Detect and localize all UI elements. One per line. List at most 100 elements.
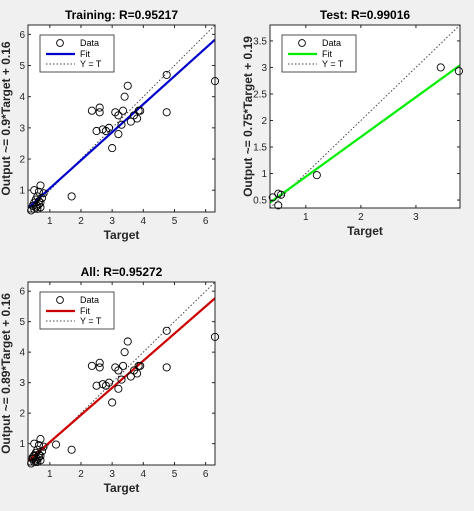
- data-point: [92, 126, 101, 136]
- data-point: [33, 192, 42, 201]
- x-tick-label: 4: [141, 216, 147, 227]
- data-point: [34, 187, 43, 196]
- x-tick-label: 6: [203, 216, 209, 227]
- data-point: [39, 442, 48, 451]
- data-point: [36, 198, 45, 207]
- data-point: [87, 361, 96, 370]
- y-axis-label: Output ~= 0.9*Target + 0.16: [0, 41, 13, 195]
- x-tick-label: 5: [172, 469, 178, 480]
- data-point: [111, 108, 120, 117]
- x-axis-label: Target: [104, 228, 140, 242]
- data-point: [67, 445, 76, 454]
- legend-label: Data: [80, 295, 99, 305]
- x-tick-label: 3: [413, 212, 419, 223]
- y-tick-label: 1: [261, 169, 267, 180]
- data-point: [36, 435, 45, 444]
- data-point: [117, 375, 126, 384]
- legend-label: Y = T: [322, 59, 344, 69]
- data-point: [274, 201, 283, 210]
- data-point: [129, 111, 139, 120]
- data-point: [162, 108, 171, 117]
- data-point: [133, 369, 142, 378]
- legend-label: Fit: [80, 306, 90, 316]
- legend-label: Data: [80, 38, 99, 48]
- y-axis-label: Output ~= 0.75*Target + 0.19: [241, 36, 255, 197]
- data-point: [30, 451, 39, 460]
- fit-line: [28, 297, 215, 462]
- data-point: [312, 171, 321, 180]
- data-point: [126, 117, 135, 126]
- data-point: [36, 181, 45, 190]
- y-tick-label: 1: [19, 186, 25, 197]
- data-point: [95, 363, 104, 372]
- y-tick-label: 2: [19, 155, 25, 166]
- x-tick-label: 1: [303, 212, 309, 223]
- x-axis-label: Target: [347, 224, 383, 238]
- x-tick-label: 3: [109, 469, 115, 480]
- data-point: [274, 189, 283, 198]
- data-point: [123, 337, 132, 346]
- data-point: [95, 108, 104, 117]
- y-tick-label: 4: [19, 92, 25, 103]
- identity-line: [28, 282, 215, 465]
- y-axis-label: Output ~= 0.89*Target + 0.16: [0, 293, 13, 454]
- data-point: [123, 81, 132, 90]
- data-point: [37, 447, 47, 456]
- data-point: [37, 193, 47, 203]
- data-point: [136, 106, 145, 115]
- legend-label: Y = T: [80, 59, 102, 69]
- y-tick-label: 6: [19, 30, 25, 41]
- data-point: [101, 381, 110, 390]
- x-tick-label: 2: [78, 216, 84, 227]
- fit-line: [28, 38, 215, 209]
- plot-1: 1 2 3 4 5 6 1 2 3 4 5 6 Training: R=0.95217 Target Out…: [0, 8, 220, 242]
- data-point: [114, 111, 123, 120]
- y-tick-label: 4: [19, 348, 25, 359]
- data-point: [136, 361, 145, 370]
- y-tick-label: 5: [19, 317, 25, 328]
- y-tick-label: 2: [19, 409, 25, 420]
- data-point: [67, 192, 76, 201]
- y-tick-label: 5: [19, 61, 25, 72]
- y-tick-label: 3: [261, 63, 267, 74]
- data-point: [87, 106, 96, 115]
- x-tick-label: 2: [78, 469, 84, 480]
- data-point: [95, 358, 104, 367]
- plot-2: 1 2 3 0.5 1 1.5 2 2.5 3 3.5 Test: R=0.99016 Target O…: [241, 8, 463, 238]
- y-tick-label: 2.5: [253, 89, 267, 100]
- y-tick-label: 1.5: [253, 143, 267, 154]
- axes-frame: [27, 24, 216, 213]
- data-point: [162, 363, 171, 372]
- plot-title: All: R=0.95272: [81, 265, 163, 279]
- data-point: [34, 197, 43, 206]
- x-tick-label: 4: [141, 469, 147, 480]
- data-point: [95, 103, 104, 112]
- axes-frame: [269, 24, 461, 209]
- plot-content: [28, 25, 215, 212]
- legend-marker-data: [56, 39, 64, 47]
- data-point: [114, 366, 123, 375]
- data-point: [120, 92, 129, 101]
- x-tick-label: 5: [172, 216, 178, 227]
- data-point: [114, 384, 123, 393]
- legend-label: Data: [322, 38, 341, 48]
- plot-title: Training: R=0.95217: [65, 8, 178, 22]
- y-tick-label: 6: [19, 287, 25, 298]
- legend-marker-data: [298, 39, 306, 47]
- x-axis-label: Target: [104, 481, 140, 495]
- y-tick-label: 3: [19, 378, 25, 389]
- data-point: [129, 366, 139, 375]
- data-point: [104, 123, 114, 132]
- data-point: [104, 378, 114, 387]
- data-point: [52, 440, 61, 449]
- data-point: [108, 398, 117, 407]
- data-point: [120, 348, 129, 357]
- data-point: [162, 70, 171, 79]
- x-tick-label: 1: [47, 469, 53, 480]
- x-tick-label: 3: [109, 216, 115, 227]
- plot-3: 1 2 3 4 5 6 1 2 3 4 5 6 All: R=0.95272 Target Output ~…: [0, 265, 220, 495]
- plot-content: [270, 25, 460, 208]
- data-point: [36, 456, 45, 465]
